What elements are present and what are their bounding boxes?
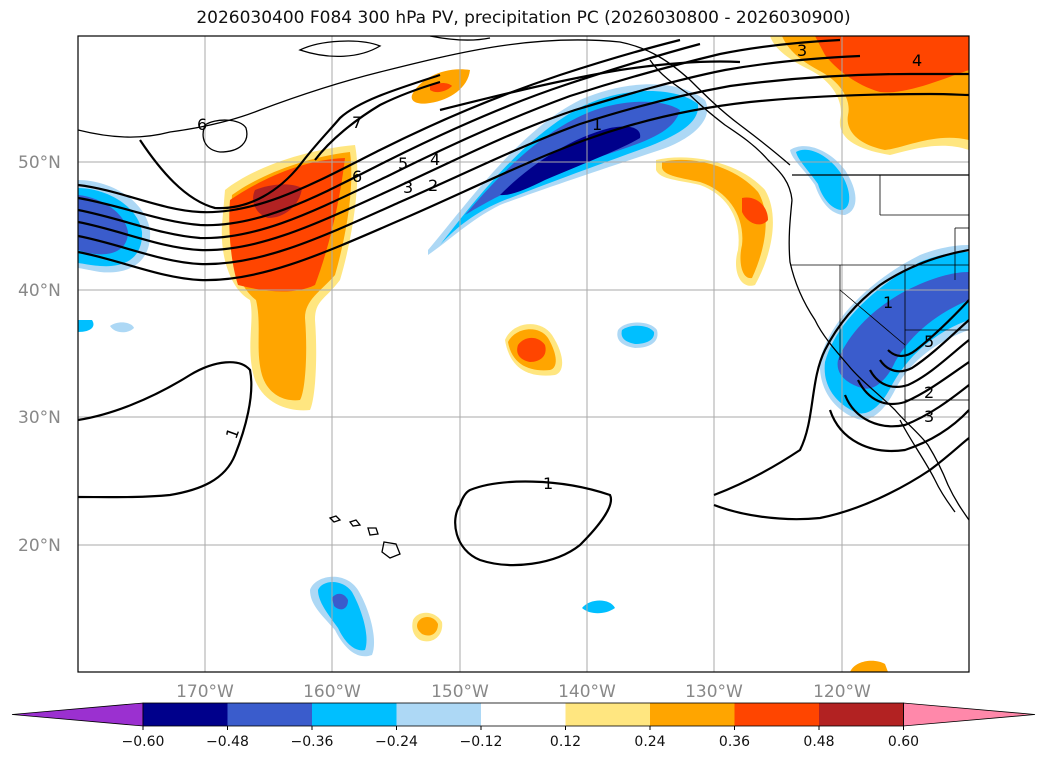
lat-label: 30°N: [18, 408, 61, 428]
lon-label: 150°W: [431, 682, 489, 702]
colorbar-tick-label: 0.24: [634, 734, 665, 750]
precip-negative-band: [428, 84, 708, 255]
contour-label: 1: [543, 474, 553, 493]
precip-negative-us-coast: [819, 245, 969, 420]
contour-label: 5: [398, 154, 408, 173]
precip-positive-small-north: [411, 69, 470, 104]
colorbar-segment: [143, 703, 228, 726]
contour-labels: 1 1 1 2 3 4 5 6 7 6 3 4 1 5 2 3: [197, 41, 934, 493]
contour-label: 3: [403, 178, 413, 197]
lon-label: 120°W: [813, 682, 871, 702]
colorbar-outline: [142, 702, 904, 727]
lon-label: 140°W: [558, 682, 616, 702]
longitude-labels: 170°W 160°W 150°W 140°W 130°W 120°W: [176, 682, 871, 702]
lon-label: 170°W: [176, 682, 234, 702]
contour-label: 6: [197, 115, 207, 134]
colorbar-tick-label: −0.36: [291, 734, 334, 750]
colorbar-tick-label: −0.48: [206, 734, 249, 750]
lat-label: 50°N: [18, 153, 61, 173]
colorbar-segment: [819, 703, 904, 726]
contour-label: 1: [592, 115, 602, 134]
contour-label: 4: [912, 51, 922, 70]
colorbar-extend-low: [11, 702, 144, 727]
precip-positive-mid-pacific: [505, 324, 563, 376]
contour-label: 4: [430, 150, 440, 169]
colorbar-segment: [565, 703, 650, 726]
precip-negative-small-1: [110, 322, 134, 333]
map-title: 2026030400 F084 300 hPa PV, precipitatio…: [196, 8, 851, 28]
contour-label: 6: [352, 167, 362, 186]
colorbar-segment: [481, 703, 566, 726]
colorbar-tick-label: 0.48: [803, 734, 834, 750]
colorbar-tick-label: −0.24: [375, 734, 418, 750]
precip-negative-mid-core: [621, 325, 655, 344]
coastlines: [78, 36, 969, 559]
precip-positive-small-south-core: [417, 616, 438, 636]
contour-label: 5: [924, 332, 934, 351]
lat-label: 40°N: [18, 281, 61, 301]
pv-contours: [78, 38, 969, 567]
colorbar-tick-label: −0.12: [460, 734, 503, 750]
colorbar-segment: [734, 703, 819, 726]
colorbar-tick-label: 0.12: [550, 734, 581, 750]
latitude-labels: 50°N 40°N 30°N 20°N: [18, 153, 61, 556]
contour-label: 3: [924, 407, 934, 426]
map-frame: [77, 35, 970, 673]
contour-label: 3: [797, 41, 807, 60]
colorbar-tick-label: 0.36: [719, 734, 750, 750]
colorbar-segment: [227, 703, 312, 726]
colorbar-segment: [650, 703, 735, 726]
precip-negative-south: [310, 576, 375, 657]
lon-label: 160°W: [303, 682, 361, 702]
colorbar-segment: [396, 703, 481, 726]
precip-positive-south-edge: [850, 660, 888, 672]
precip-negative-small-2: [78, 320, 94, 332]
contour-label: 1: [883, 293, 893, 312]
colorbar: −0.60 −0.48 −0.36 −0.24 −0.12 0.12 0.24 0.36 0.4…: [11, 702, 1036, 750]
lat-label: 20°N: [18, 536, 61, 556]
contour-label: 2: [428, 176, 438, 195]
precip-negative-small-3: [582, 600, 615, 614]
colorbar-segment: [312, 703, 397, 726]
contour-label: 7: [352, 113, 362, 132]
colorbar-tick-label: 0.60: [888, 734, 919, 750]
precip-negative-coast-ne-core: [796, 149, 850, 210]
colorbar-extend-high: [903, 702, 1036, 727]
lon-label: 130°W: [685, 682, 743, 702]
precip-positive-east-arc: [656, 157, 773, 286]
colorbar-tick-label: −0.60: [122, 734, 165, 750]
contour-label: 2: [924, 383, 934, 402]
